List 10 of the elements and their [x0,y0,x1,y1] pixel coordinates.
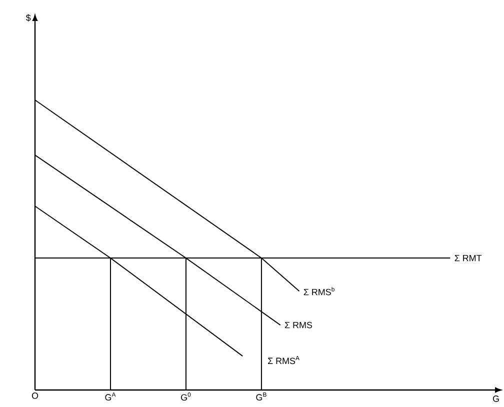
series-label: Σ RMS [284,322,312,328]
series-label: Σ RMS$^{b}$ [304,286,334,296]
x-tick-label: G$^{A}$ [105,392,116,401]
x-axis-title: G [492,396,499,402]
text: Σ RMS$^{A}$ [268,356,300,364]
x-tick-label: O [32,392,38,399]
x-tick-label: G$^{B}$ [256,392,266,401]
text: $ [26,14,31,22]
x-tick-label: G$^{0}$ [181,392,191,401]
series-label: Σ RMT [454,254,482,262]
